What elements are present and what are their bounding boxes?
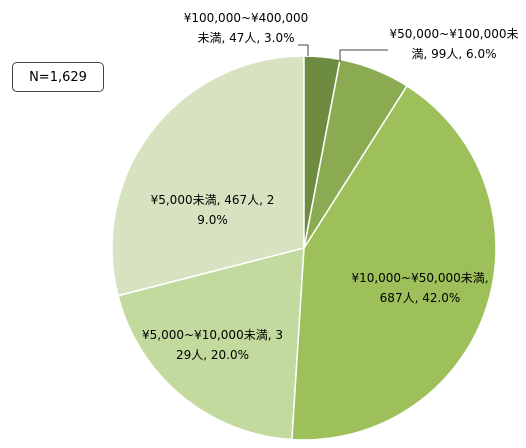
pie-slice	[111, 55, 305, 297]
data-label: ¥10,000~¥50,000未満, 687人, 42.0%	[351, 271, 489, 305]
data-label: ¥50,000~¥100,000未満, 99人, 6.0%	[389, 27, 519, 61]
sample-size: N=1,629	[12, 62, 104, 92]
data-label: ¥5,000未満, 467人, 29.0%	[150, 193, 275, 227]
leader-line	[298, 44, 309, 56]
leader-line	[339, 49, 388, 62]
pie-slice	[291, 84, 497, 441]
data-label: ¥5,000~¥10,000未満, 329人, 20.0%	[142, 328, 283, 362]
data-label: ¥100,000~¥400,000未満, 47人, 3.0%	[183, 11, 309, 45]
pie-slice	[117, 247, 305, 441]
